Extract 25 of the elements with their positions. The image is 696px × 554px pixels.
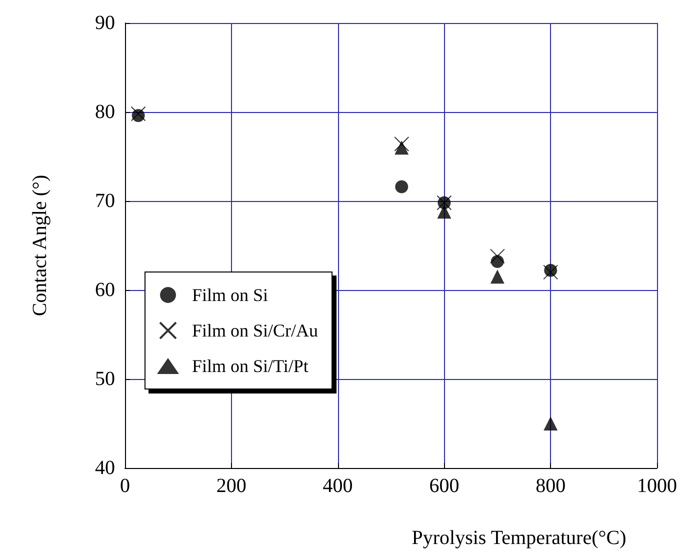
- point: [490, 248, 505, 264]
- y-tick-label: 40: [95, 457, 115, 479]
- point: [543, 264, 558, 280]
- point: [437, 204, 452, 219]
- x-tick-label: 0: [120, 475, 130, 497]
- y-tick-label: 80: [95, 101, 115, 123]
- x-tick-label: 1000: [637, 475, 677, 497]
- x-tick-label: 200: [216, 475, 246, 497]
- y-tick-label: 70: [95, 190, 115, 212]
- y-tick-label: 60: [95, 279, 115, 301]
- point: [130, 106, 146, 122]
- x-tick-label: 400: [322, 475, 353, 497]
- y-tick-label: 90: [95, 12, 115, 34]
- y-axis-title: Contact Angle (°): [29, 174, 51, 316]
- point: [544, 416, 558, 430]
- x-tick-label: 600: [429, 475, 460, 497]
- point: [490, 270, 504, 284]
- x-axis-title: Pyrolysis Temperature(°C): [412, 527, 626, 549]
- y-tick-label: 50: [95, 368, 115, 390]
- legend-label: Film on Si: [192, 285, 268, 305]
- point: [395, 180, 408, 194]
- point: [394, 136, 410, 152]
- x-tick-label: 800: [536, 475, 566, 497]
- legend-label: Film on Si/Ti/Pt: [192, 356, 308, 376]
- legend-label: Film on Si/Cr/Au: [192, 320, 318, 340]
